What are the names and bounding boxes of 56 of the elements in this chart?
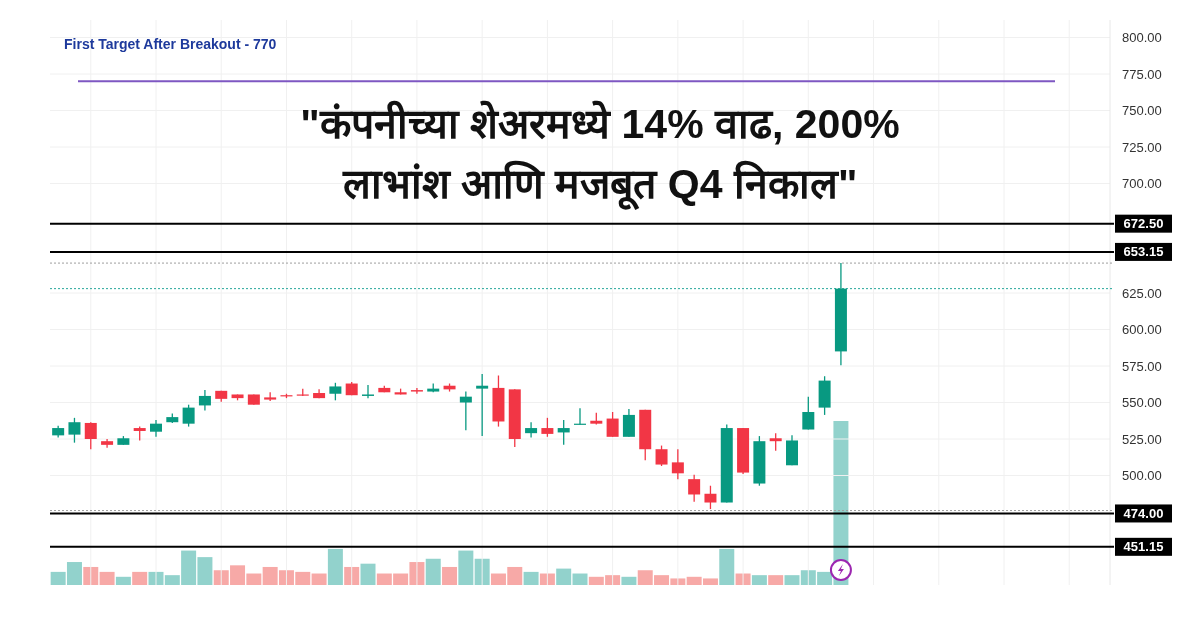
candlestick xyxy=(525,421,538,439)
bar xyxy=(311,573,327,585)
bar xyxy=(458,550,474,585)
candlestick xyxy=(688,474,701,503)
y-tick-label: 500.00 xyxy=(1122,468,1162,483)
bar xyxy=(132,571,148,585)
candlestick xyxy=(671,448,684,480)
ref-line-label: First Target After Breakout - 770 xyxy=(64,36,277,53)
y-tick-label: 725.00 xyxy=(1122,139,1162,155)
candlestick xyxy=(101,438,114,449)
bar xyxy=(344,566,360,585)
y-tick-label: 775.00 xyxy=(1122,66,1162,82)
y-tick-label: 625.00 xyxy=(1122,285,1162,301)
candlestick xyxy=(622,408,635,438)
candlestick xyxy=(84,421,97,450)
y-tick-label: 525.00 xyxy=(1122,431,1162,447)
ref-line-label: 653.15 xyxy=(1123,244,1164,260)
y-tick-label: 575.00 xyxy=(1122,358,1162,374)
y-tick-label: 700.00 xyxy=(1122,176,1162,192)
ref-line-label: 451.15 xyxy=(1123,539,1164,555)
bar xyxy=(719,548,735,585)
candlestick xyxy=(704,485,717,510)
candlestick xyxy=(557,419,570,446)
ref-line-label: 474.00 xyxy=(1123,505,1164,521)
text: "कंपनीच्या शेअरमध्ये 14% वाढ, 200% लाभांश आणि मजबूत Q4 निकाल" xyxy=(300,100,900,211)
candlestick xyxy=(459,390,472,431)
candlestick xyxy=(606,411,619,438)
y-tick-label: 800.00 xyxy=(1122,30,1162,46)
candlestick xyxy=(802,396,815,431)
candlestick xyxy=(476,373,489,437)
bar xyxy=(474,558,490,585)
bar xyxy=(556,568,572,585)
bar xyxy=(768,575,784,585)
ref-line-label: 672.50 xyxy=(1123,216,1164,232)
candlestick xyxy=(198,389,211,412)
candlestick xyxy=(410,387,423,395)
bar xyxy=(327,548,343,585)
candlestick xyxy=(362,384,374,399)
candlestick xyxy=(182,404,195,428)
bar xyxy=(115,576,131,585)
bar xyxy=(523,571,539,585)
y-tick-label: 550.00 xyxy=(1122,395,1162,411)
bar xyxy=(751,575,767,585)
bar xyxy=(99,571,115,585)
y-tick-label: 600.00 xyxy=(1122,322,1162,338)
bar xyxy=(572,573,588,585)
y-tick-label: 750.00 xyxy=(1122,103,1162,119)
bar xyxy=(442,566,458,585)
bar xyxy=(83,566,99,585)
bar xyxy=(360,563,376,585)
candlestick xyxy=(68,417,81,444)
candlestick xyxy=(655,444,668,467)
bar xyxy=(425,558,441,585)
candlestick xyxy=(541,417,554,438)
bar xyxy=(539,573,555,585)
bar xyxy=(621,576,637,585)
